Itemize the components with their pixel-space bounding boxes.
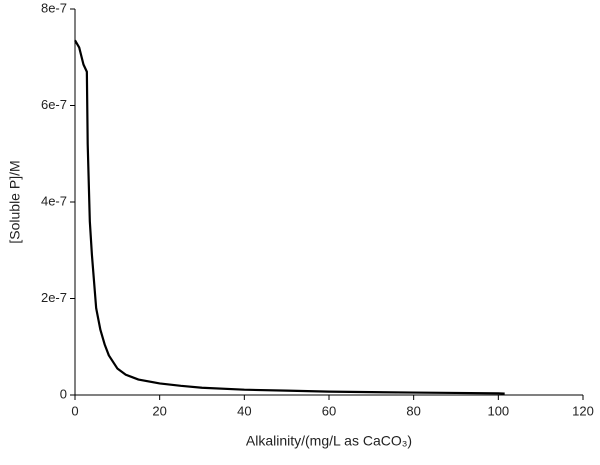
- x-tick-label: 0: [71, 403, 78, 418]
- x-tick-label: 20: [152, 403, 166, 418]
- x-tick-label: 80: [406, 403, 420, 418]
- x-tick-label: 120: [572, 403, 594, 418]
- y-tick-label: 4e-7: [41, 193, 67, 208]
- y-tick-label: 0: [60, 386, 67, 401]
- x-tick-label: 100: [487, 403, 509, 418]
- y-tick-label: 6e-7: [41, 97, 67, 112]
- x-axis-title: Alkalinity/(mg/L as CaCO₃): [246, 433, 412, 449]
- x-tick-label: 60: [322, 403, 336, 418]
- y-tick-label: 8e-7: [41, 0, 67, 15]
- x-tick-label: 40: [237, 403, 251, 418]
- data-line: [74, 39, 505, 395]
- y-axis-title: [Soluble P]/M: [7, 160, 23, 243]
- y-tick-label: 2e-7: [41, 290, 67, 305]
